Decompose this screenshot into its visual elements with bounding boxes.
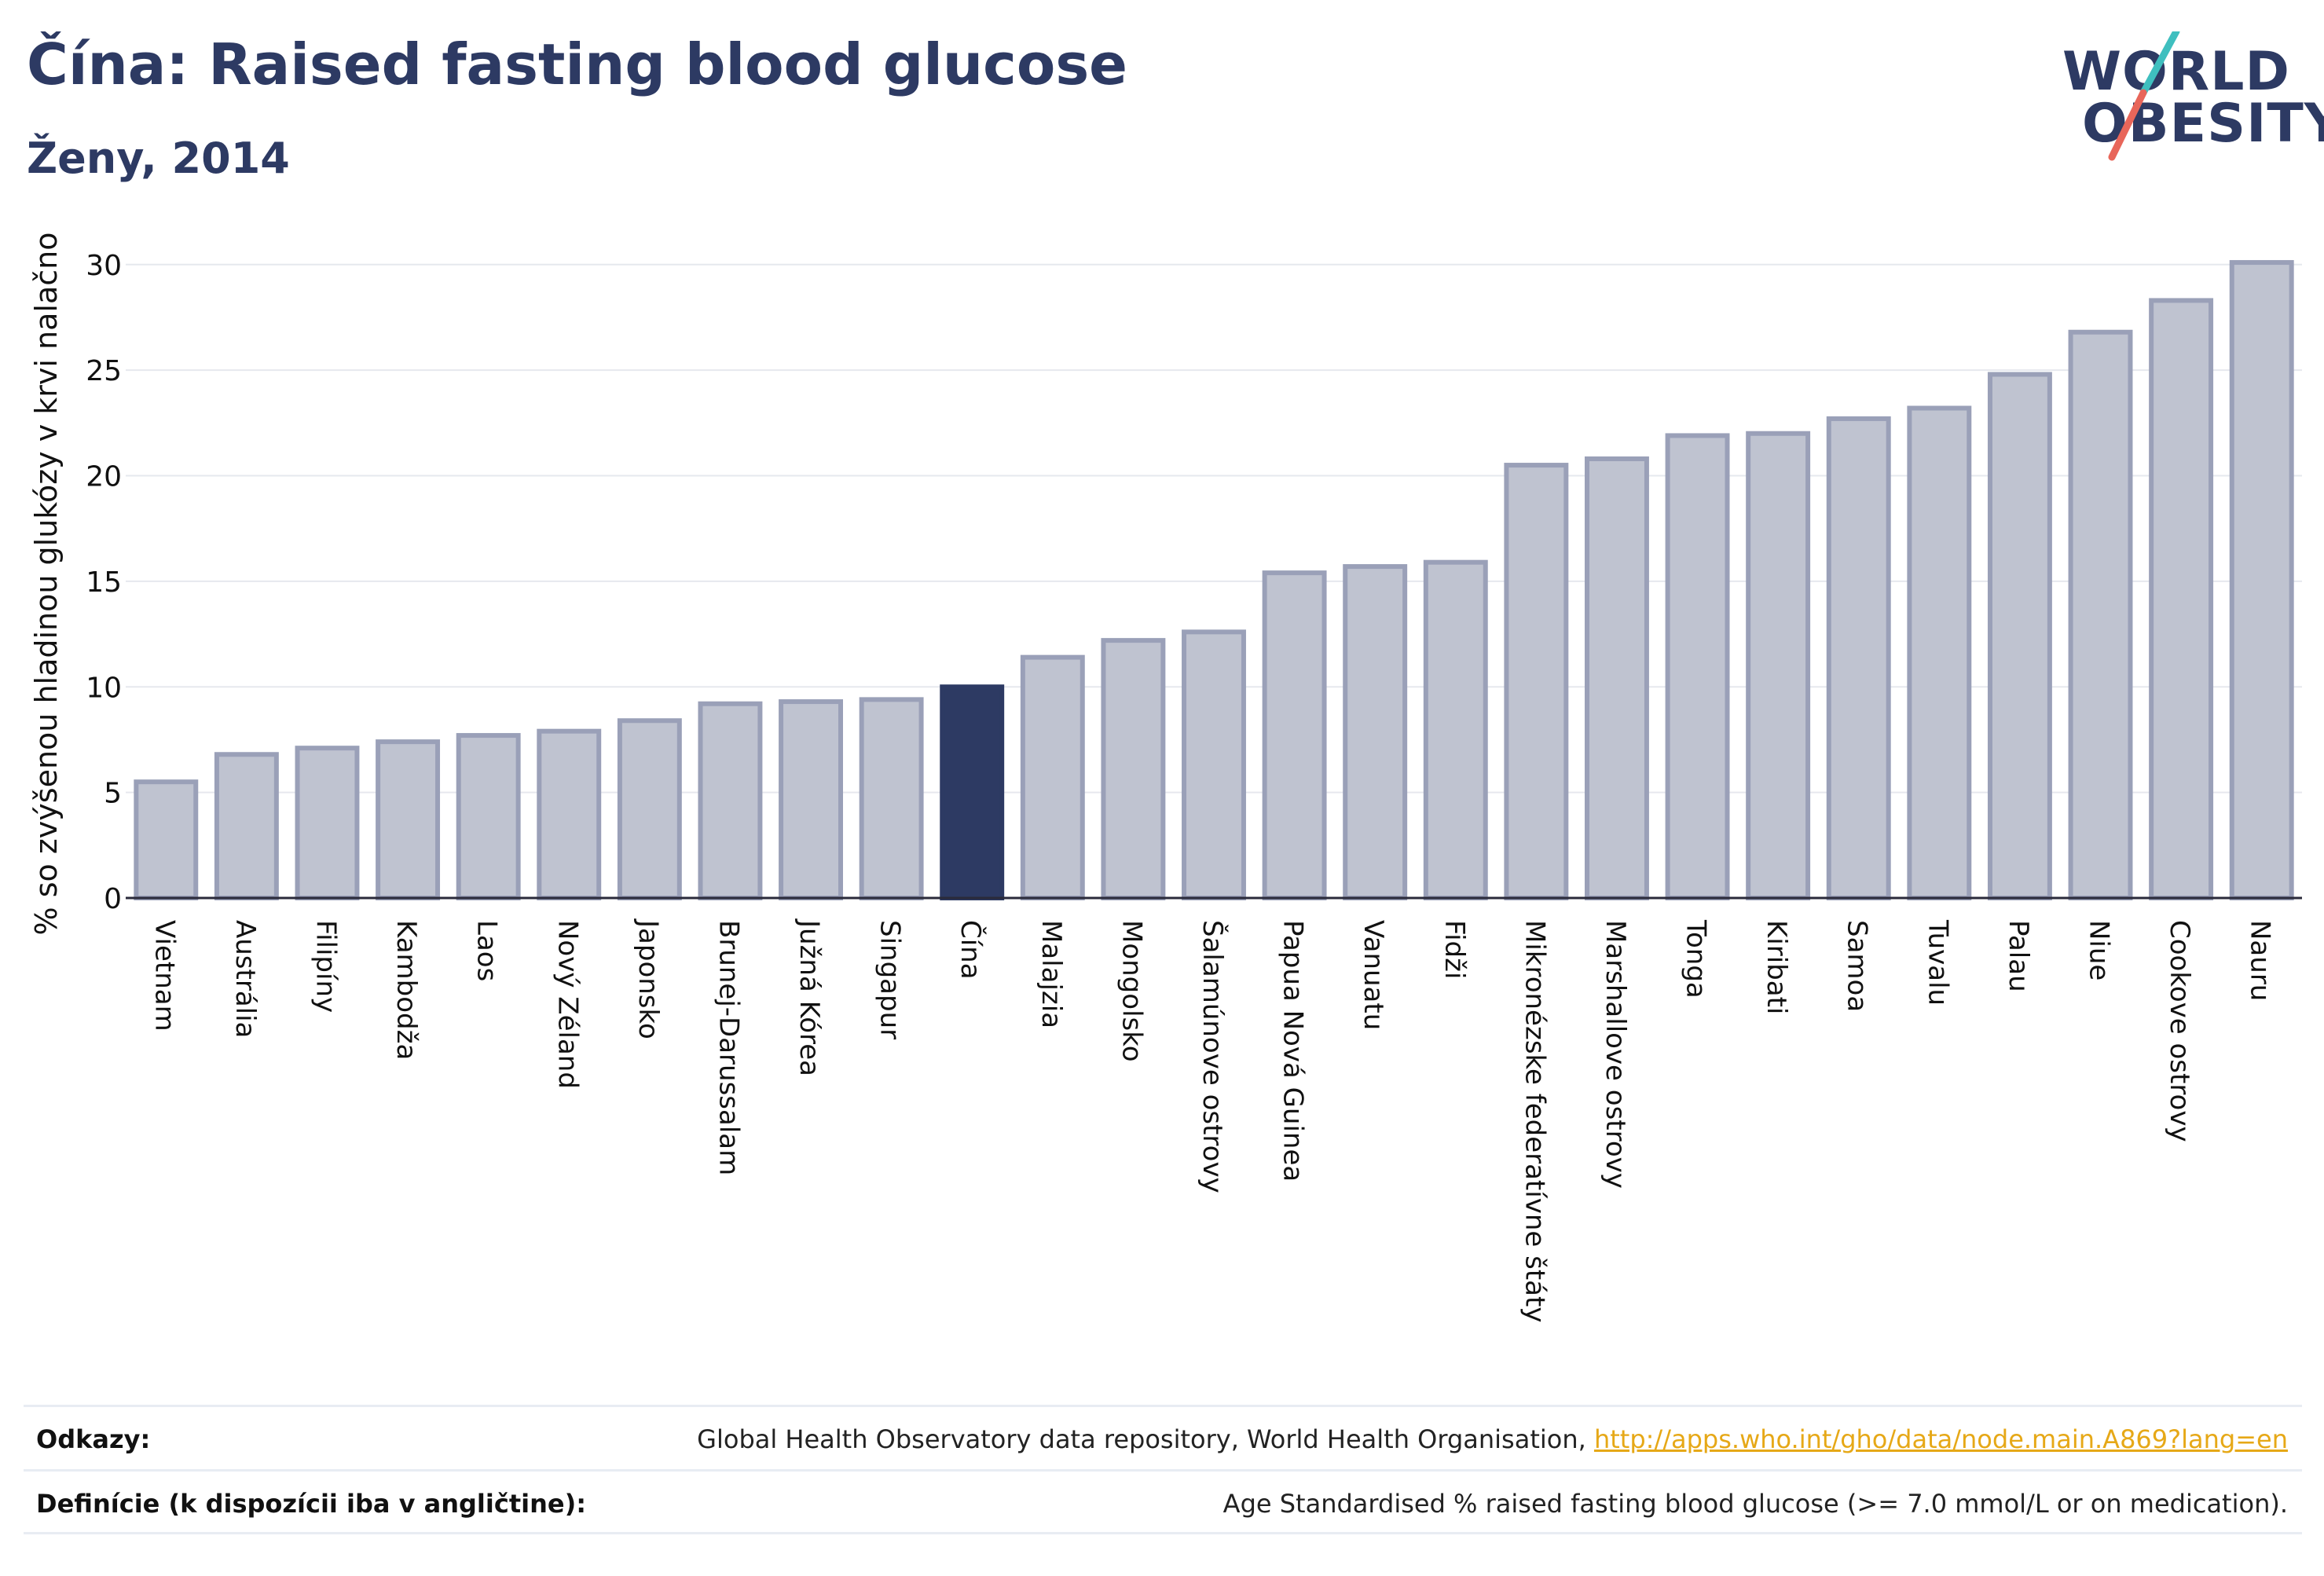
x-tick-label: Kambodža xyxy=(390,920,422,1060)
x-tick-label: Tuvalu xyxy=(1922,919,1953,1006)
x-tick-label: Vietnam xyxy=(148,920,180,1032)
bar-6 xyxy=(617,718,682,900)
logo-line-1: WORLD xyxy=(2062,41,2290,103)
sources-value: Global Health Observatory data repositor… xyxy=(697,1424,2288,1454)
bar-15 xyxy=(1343,564,1408,900)
y-tick-label: 25 xyxy=(86,355,122,387)
x-tick-label: Mongolsko xyxy=(1116,920,1147,1062)
bar-18 xyxy=(1585,456,1649,900)
bar-5 xyxy=(537,728,602,900)
bar-25 xyxy=(2149,298,2214,900)
bar-26 xyxy=(2229,260,2294,900)
x-tick-label: Malajzia xyxy=(1036,920,1067,1028)
x-axis-labels: Vietnam Austrália Filipíny Kambodža Laos Nový… xyxy=(148,918,2275,1322)
x-tick-label: Južná Kórea xyxy=(794,918,825,1076)
y-tick-label: 10 xyxy=(86,672,122,704)
bar-16 xyxy=(1423,559,1488,900)
x-tick-label: Marshallove ostrovy xyxy=(1600,920,1631,1189)
x-tick-label: Fidži xyxy=(1439,920,1470,979)
y-axis-ticks: 0 5 10 15 20 25 30 xyxy=(86,250,122,915)
footer-sources-row: Odkazy: Global Health Observatory data r… xyxy=(24,1405,2302,1468)
x-tick-label: Vanuatu xyxy=(1358,920,1389,1030)
bar-9 xyxy=(859,697,924,900)
y-axis-label: % so zvýšenou hladinou glukózy v krvi na… xyxy=(29,233,64,936)
x-tick-label: Brunej-Darussalam xyxy=(713,920,744,1175)
x-tick-label: Japonsko xyxy=(632,918,664,1039)
y-tick-label: 20 xyxy=(86,461,122,493)
bar-4 xyxy=(456,733,521,900)
bar-7 xyxy=(698,701,763,900)
x-tick-label: Laos xyxy=(471,920,503,981)
bar-1 xyxy=(214,752,279,900)
page-title: Čína: Raised fasting blood glucose xyxy=(27,31,1128,97)
footer-divider xyxy=(24,1532,2302,1534)
bar-19 xyxy=(1665,433,1730,900)
y-tick-label: 30 xyxy=(86,250,122,282)
bar-0 xyxy=(134,779,199,900)
world-obesity-logo: WORLD OBESITY xyxy=(2051,31,2324,165)
bar-8 xyxy=(779,699,843,900)
x-tick-label: Austrália xyxy=(229,920,261,1038)
x-tick-label: Nový Zéland xyxy=(552,920,583,1089)
x-tick-label: Cookove ostrovy xyxy=(2164,920,2195,1142)
page-subtitle: Ženy, 2014 xyxy=(27,134,290,183)
bar-17 xyxy=(1504,463,1569,900)
bar-13 xyxy=(1182,629,1246,900)
bar-10 xyxy=(940,684,1005,900)
bar-21 xyxy=(1826,416,1891,900)
footer-definitions-row: Definície (k dispozícii iba v angličtine… xyxy=(24,1469,2302,1533)
x-tick-label: Niue xyxy=(2084,920,2115,980)
x-tick-label: Tonga xyxy=(1681,919,1712,999)
bar-23 xyxy=(1987,372,2052,900)
bar-12 xyxy=(1101,638,1166,900)
x-tick-label: Kiribati xyxy=(1761,920,1792,1014)
x-tick-label: Papua Nová Guinea xyxy=(1277,920,1309,1182)
x-tick-label: Singapur xyxy=(874,920,906,1039)
bar-22 xyxy=(1907,405,1972,900)
bar-20 xyxy=(1746,431,1811,900)
bar-chart: 0 5 10 15 20 25 30 Vietnam Austrália Filipíny Kam… xyxy=(29,233,2302,1322)
x-tick-label: Čína xyxy=(955,920,987,980)
logo-line-2: OBESITY xyxy=(2082,93,2324,155)
y-tick-label: 0 xyxy=(104,883,122,915)
y-tick-label: 15 xyxy=(86,566,122,599)
bars xyxy=(134,260,2294,900)
y-tick-label: 5 xyxy=(104,778,122,810)
definitions-label: Definície (k dispozícii iba v angličtine… xyxy=(36,1489,586,1519)
x-tick-label: Samoa xyxy=(1842,920,1873,1012)
bar-14 xyxy=(1262,570,1327,900)
bar-11 xyxy=(1020,654,1085,900)
bar-24 xyxy=(2068,329,2133,900)
x-tick-label: Mikronézske federatívne štáty xyxy=(1519,920,1550,1322)
sources-link[interactable]: http://apps.who.int/gho/data/node.main.A… xyxy=(1593,1424,2288,1454)
x-tick-label: Šalamúnove ostrovy xyxy=(1197,920,1229,1193)
x-tick-label: Filipíny xyxy=(310,920,341,1013)
sources-text: Global Health Observatory data repositor… xyxy=(697,1424,1594,1454)
x-tick-label: Nauru xyxy=(2245,920,2276,1001)
bar-3 xyxy=(376,739,441,900)
definitions-value: Age Standardised % raised fasting blood … xyxy=(1222,1489,2288,1519)
sources-label: Odkazy: xyxy=(36,1424,151,1454)
logo-slash-icon xyxy=(2108,31,2180,161)
x-tick-label: Palau xyxy=(2003,920,2034,992)
bar-2 xyxy=(295,746,360,900)
